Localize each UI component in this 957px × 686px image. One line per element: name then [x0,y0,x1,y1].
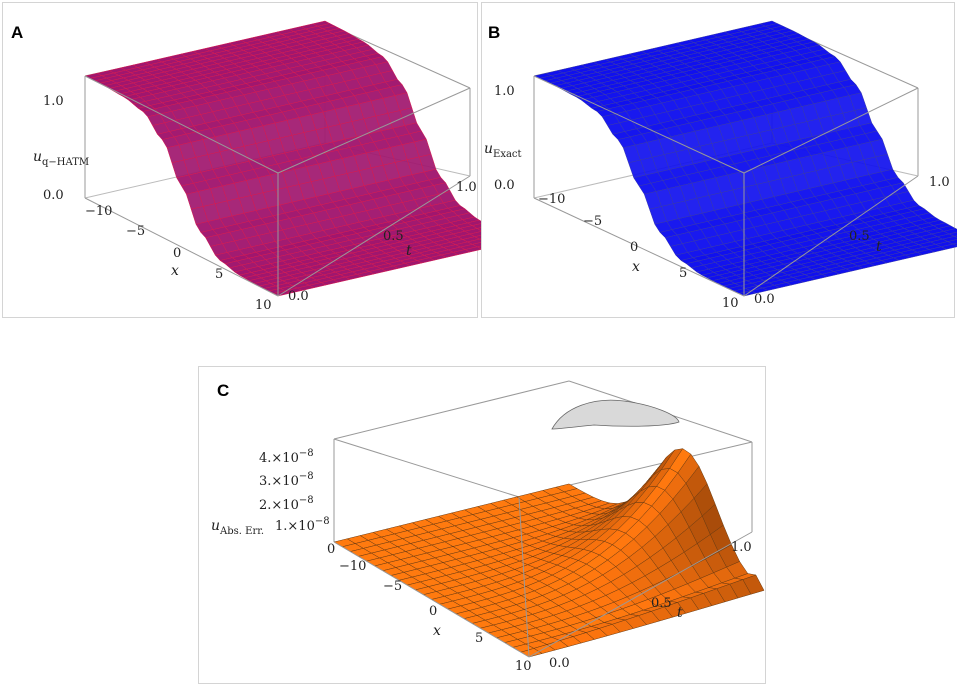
surface-a [84,20,519,297]
t-tick-label: 0.0 [754,292,775,307]
z-axis-label: uExact [484,141,522,160]
surface-plot-a: 1.0 0.0 uq−HATM −10 −5 0 5 10 x 0.0 0.5 … [33,20,519,313]
t-axis-label: t [406,243,412,259]
z-tick-label: 1.0 [494,84,515,99]
surface-plot-b: 1.0 0.0 uExact −10 −5 0 5 10 x 0.0 0.5 1… [484,20,957,311]
t-tick-label: 0.5 [651,596,672,611]
t-axis-label: t [876,239,882,255]
surface-c [333,399,765,658]
panel-label: B [488,23,501,42]
x-tick-label: 0 [429,604,437,619]
t-axis-label: t [677,605,683,621]
x-tick-label: 5 [679,266,687,281]
x-tick-label: 5 [215,267,223,282]
clipped-peak [551,399,680,430]
z-axis-label: uq−HATM [33,149,89,168]
z-tick-label: 0.0 [43,188,64,203]
box-edge [277,175,471,297]
x-tick-label: −5 [126,224,145,239]
z-tick-label: 0 [327,542,335,557]
panel-label: A [11,23,24,42]
panel-a: A 1.0 0.0 uq−HATM −10 −5 0 5 10 x 0.0 0.… [2,2,519,318]
x-tick-label: 10 [255,298,272,313]
x-tick-label: 5 [475,631,483,646]
x-tick-label: −10 [339,559,366,574]
z-axis-label: uAbs. Err. [211,518,264,537]
t-tick-label: 1.0 [929,175,950,190]
t-tick-label: 0.5 [849,229,870,244]
x-tick-label: −5 [383,579,402,594]
x-tick-label: 10 [722,296,739,311]
x-axis-label: x [433,623,441,639]
z-tick-label: 4.×10−8 [259,448,314,466]
x-tick-label: 10 [515,659,532,674]
z-tick-label: 2.×10−8 [259,495,314,513]
box-edge [743,87,919,174]
box-edge [277,87,471,174]
x-tick-label: 0 [173,246,181,261]
x-tick-label: −10 [85,204,112,219]
box-edge [333,438,520,498]
x-axis-label: x [171,263,179,279]
panel-b: B 1.0 0.0 uExact −10 −5 0 5 10 x 0.0 0.5… [481,2,957,318]
x-tick-label: −5 [583,214,602,229]
box-edge [333,380,570,440]
x-tick-label: 0 [630,240,638,255]
box-edge [518,496,530,658]
box-edge [84,75,279,174]
panel-c: C 4.×10−8 3.×10−8 2.×10−8 1.×10−8 0 uAbs… [198,366,766,684]
t-tick-label: 0.5 [383,229,404,244]
z-tick-label: 1.×10−8 [275,516,330,534]
t-tick-label: 0.0 [549,656,570,671]
box-edge [84,197,279,297]
t-tick-label: 1.0 [456,180,477,195]
x-axis-label: x [632,259,640,275]
surface-b [533,20,957,297]
panel-label: C [217,381,230,400]
t-tick-label: 0.0 [288,289,309,304]
box-edge [743,175,919,297]
z-tick-label: 3.×10−8 [259,471,314,489]
box-edge [533,75,745,174]
box-edge [533,197,745,297]
z-tick-label: 1.0 [43,94,64,109]
t-tick-label: 1.0 [731,540,752,555]
box-edge [333,541,530,658]
surface-plot-c: 4.×10−8 3.×10−8 2.×10−8 1.×10−8 0 uAbs. … [211,380,765,674]
z-tick-label: 0.0 [494,178,515,193]
box-edge [528,531,753,658]
x-tick-label: −10 [538,192,565,207]
